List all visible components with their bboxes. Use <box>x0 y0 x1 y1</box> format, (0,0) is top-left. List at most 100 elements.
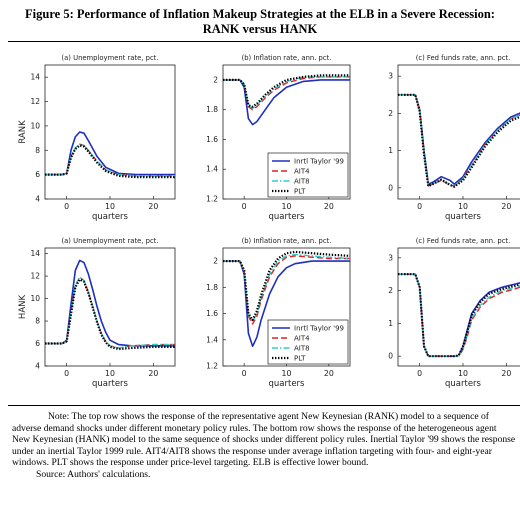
series-line-inertial <box>398 94 520 185</box>
figure-note: Note: The top row shows the response of … <box>12 411 517 481</box>
chart-panel-0: (a) Unemployment rate, pct. 4 6 8 10 12 14 0 10 2… <box>18 54 176 222</box>
y-tick-label: 3 <box>388 253 393 262</box>
y-tick-label: 4 <box>35 195 40 204</box>
series-line-ait8 <box>223 253 350 323</box>
series-line-plt <box>398 273 520 358</box>
legend-label-inertial: Inrtl Taylor '99 <box>294 158 344 166</box>
x-tick-label: 0 <box>417 369 422 378</box>
chart-panel-5: (c) Fed funds rate, ann. pct. 0 1 2 3 0 10 20 qu… <box>388 237 520 389</box>
x-axis-label: quarters <box>92 212 129 222</box>
y-tick-label: 1.6 <box>206 309 218 318</box>
legend: Inrtl Taylor '99 AIT4 AIT8 PLT <box>267 152 349 198</box>
x-tick-label: 0 <box>242 202 247 211</box>
x-tick-label: 20 <box>324 202 334 211</box>
x-tick-label: 20 <box>324 369 334 378</box>
series-group <box>223 74 350 126</box>
y-tick-label: 1 <box>388 319 393 328</box>
series-line-inertial <box>398 273 520 358</box>
series-line-inertial <box>45 131 175 176</box>
y-tick-label: 1.8 <box>206 283 218 292</box>
y-tick-label: 3 <box>388 72 393 81</box>
note-rule <box>8 405 520 406</box>
x-tick-label: 10 <box>458 369 468 378</box>
x-axis-label: quarters <box>269 379 306 389</box>
series-group <box>398 273 520 358</box>
panel-title: (c) Fed funds rate, ann. pct. <box>416 237 511 245</box>
y-tick-label: 14 <box>30 73 40 82</box>
y-tick-label: 1.2 <box>206 362 218 371</box>
x-axis-label: quarters <box>92 379 129 389</box>
series-line-ait8 <box>223 76 350 109</box>
y-axis-label: RANK <box>18 120 28 144</box>
panel-title: (b) Inflation rate, ann. pct. <box>242 237 332 245</box>
series-line-plt <box>45 278 175 351</box>
y-tick-label: 2 <box>213 257 218 266</box>
x-tick-label: 20 <box>501 369 511 378</box>
y-tick-label: 1.4 <box>206 335 218 344</box>
x-tick-label: 0 <box>417 202 422 211</box>
y-tick-label: 1.2 <box>206 195 218 204</box>
y-tick-label: 2 <box>388 109 393 118</box>
note-text: Note: The top row shows the response of … <box>12 411 516 469</box>
legend-label-ait4: AIT4 <box>294 335 310 343</box>
axes-frame <box>397 64 520 200</box>
figure-title-line2: RANK versus HANK <box>202 22 318 36</box>
series-line-ait8 <box>45 143 175 177</box>
top-rule <box>8 41 520 42</box>
figure-title: Figure 5: Performance of Inflation Makeu… <box>0 7 520 37</box>
series-line-ait4 <box>398 94 520 187</box>
chart-panel-2: (c) Fed funds rate, ann. pct. 0 1 2 3 0 10 20 qu… <box>388 54 520 222</box>
series-line-ait8 <box>45 276 175 349</box>
y-tick-label: 0 <box>388 183 393 192</box>
x-tick-label: 10 <box>458 202 468 211</box>
y-tick-label: 10 <box>30 294 40 303</box>
y-tick-label: 1.4 <box>206 165 218 174</box>
y-tick-label: 0 <box>388 352 393 361</box>
y-tick-label: 1.6 <box>206 135 218 144</box>
y-tick-label: 8 <box>35 146 40 155</box>
series-group <box>45 131 175 179</box>
series-group <box>45 259 175 351</box>
x-tick-label: 20 <box>501 202 511 211</box>
series-line-plt <box>45 144 175 179</box>
x-tick-label: 10 <box>105 202 115 211</box>
y-tick-label: 4 <box>35 362 40 371</box>
y-tick-label: 2 <box>213 75 218 84</box>
x-tick-label: 20 <box>148 369 158 378</box>
chart-panel-4: (b) Inflation rate, ann. pct. 1.2 1.4 1.6 1.… <box>206 237 351 389</box>
axes-frame <box>397 247 520 367</box>
series-line-plt <box>223 250 350 322</box>
x-tick-label: 0 <box>242 369 247 378</box>
figure-title-line1: Figure 5: Performance of Inflation Makeu… <box>25 7 495 21</box>
panel-title: (c) Fed funds rate, ann. pct. <box>416 54 511 62</box>
y-tick-label: 14 <box>30 249 40 258</box>
x-tick-label: 10 <box>282 369 292 378</box>
series-line-ait4 <box>223 255 350 325</box>
legend-label-ait4: AIT4 <box>294 168 310 176</box>
legend-label-plt: PLT <box>294 188 306 196</box>
panel-title: (b) Inflation rate, ann. pct. <box>242 54 332 62</box>
axes-frame <box>44 64 176 200</box>
x-tick-label: 20 <box>148 202 158 211</box>
y-tick-label: 1.8 <box>206 105 218 114</box>
y-tick-label: 12 <box>30 97 40 106</box>
y-tick-label: 2 <box>388 286 393 295</box>
y-tick-label: 12 <box>30 272 40 281</box>
y-tick-label: 1 <box>388 146 393 155</box>
legend: Inrtl Taylor '99 AIT4 AIT8 PLT <box>267 319 349 365</box>
chart-panel-3: (a) Unemployment rate, pct. 4 6 8 10 12 14 0 10 2… <box>18 237 176 389</box>
y-tick-label: 10 <box>30 121 40 130</box>
series-line-plt <box>223 74 350 108</box>
legend-label-inertial: Inrtl Taylor '99 <box>294 325 344 333</box>
legend-label-ait8: AIT8 <box>294 345 310 353</box>
series-line-ait8 <box>398 94 520 187</box>
series-line-ait8 <box>398 273 520 357</box>
series-group <box>398 93 520 188</box>
source-text: Source: Authors' calculations. <box>36 468 151 480</box>
legend-label-plt: PLT <box>294 355 306 363</box>
legend-label-ait8: AIT8 <box>294 178 310 186</box>
x-axis-label: quarters <box>269 212 306 222</box>
x-axis-label: quarters <box>445 212 482 222</box>
x-tick-label: 10 <box>282 202 292 211</box>
